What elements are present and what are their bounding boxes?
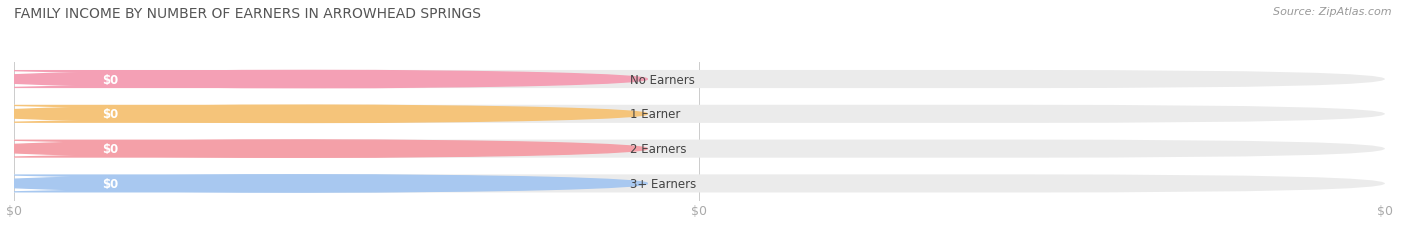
Text: 2 Earners: 2 Earners [630, 143, 688, 155]
FancyBboxPatch shape [0, 71, 377, 89]
Text: 1 Earner: 1 Earner [630, 108, 681, 121]
Circle shape [0, 106, 647, 123]
FancyBboxPatch shape [14, 71, 1385, 89]
FancyBboxPatch shape [0, 105, 426, 123]
FancyBboxPatch shape [14, 140, 1385, 158]
Circle shape [0, 175, 647, 192]
Circle shape [0, 140, 647, 158]
Text: 3+ Earners: 3+ Earners [630, 177, 696, 190]
Text: No Earners: No Earners [630, 73, 696, 86]
Text: $0: $0 [101, 143, 118, 155]
Text: $0: $0 [101, 73, 118, 86]
FancyBboxPatch shape [14, 175, 1385, 193]
FancyBboxPatch shape [0, 140, 377, 158]
FancyBboxPatch shape [0, 105, 377, 123]
Text: $0: $0 [101, 108, 118, 121]
Text: FAMILY INCOME BY NUMBER OF EARNERS IN ARROWHEAD SPRINGS: FAMILY INCOME BY NUMBER OF EARNERS IN AR… [14, 7, 481, 21]
FancyBboxPatch shape [0, 175, 426, 193]
FancyBboxPatch shape [0, 175, 377, 193]
Text: Source: ZipAtlas.com: Source: ZipAtlas.com [1274, 7, 1392, 17]
Circle shape [0, 71, 647, 88]
FancyBboxPatch shape [14, 105, 1385, 123]
FancyBboxPatch shape [0, 71, 426, 89]
Text: $0: $0 [101, 177, 118, 190]
FancyBboxPatch shape [0, 140, 426, 158]
